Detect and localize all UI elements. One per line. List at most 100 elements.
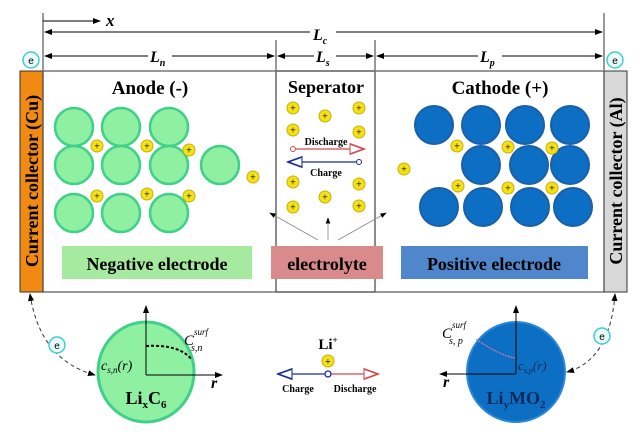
- plus-icon: +: [322, 193, 328, 204]
- al-collector: [603, 70, 628, 293]
- anode-particle-circle: [199, 144, 241, 186]
- li-ion-icon: [451, 179, 465, 193]
- plus-icon: +: [186, 146, 192, 157]
- cu-collector-label: Current collector (Cu): [22, 95, 43, 267]
- li-ion-icon: [286, 101, 300, 115]
- plus-icon: +: [454, 142, 460, 153]
- li-ion-icon: [286, 200, 300, 214]
- plus-icon: +: [290, 203, 296, 214]
- anode-particle-circle: [148, 144, 190, 186]
- discharge-legend-label: Discharge: [334, 384, 377, 395]
- svg-text:cs,n(r): cs,n(r): [101, 359, 133, 375]
- separator-title: Seperator: [288, 77, 364, 97]
- plus-icon: +: [290, 126, 296, 137]
- li-ion-icon: [501, 140, 515, 154]
- negative-electrode-label: Negative electrode: [86, 254, 227, 274]
- li-ion-icon: [140, 187, 154, 201]
- cathode-particle-circle: [510, 187, 550, 227]
- anode-particle-circle: [148, 192, 190, 234]
- anode-particle: r Csurf s,n cs,n(r) LixC6: [96, 305, 223, 424]
- plus-icon: +: [290, 104, 296, 115]
- anode-particle-circle: [100, 106, 142, 148]
- cathode-particle-circle: [505, 105, 545, 145]
- cathode-particle-circle: [550, 105, 590, 145]
- svg-text:cs,p(r): cs,p(r): [518, 358, 547, 375]
- electron-icon: e: [606, 51, 624, 69]
- svg-text:LixC6: LixC6: [125, 388, 167, 411]
- plus-icon: +: [250, 173, 256, 184]
- plus-icon: +: [144, 190, 150, 201]
- plus-icon: +: [505, 184, 511, 195]
- Lc-label: Lc: [312, 27, 328, 47]
- plus-icon: +: [455, 182, 461, 193]
- anode-particle-circle: [53, 192, 95, 234]
- anode-title: Anode (-): [112, 78, 189, 99]
- cathode-particle-circle: [419, 187, 459, 227]
- li-ion-icon: [318, 190, 332, 204]
- al-collector-label: Current collector (Al): [606, 97, 627, 264]
- plus-icon: +: [401, 165, 407, 176]
- plus-icon: +: [94, 142, 100, 153]
- li-ion-icon: [545, 181, 559, 195]
- dimension-lines: x Lc Ln Ls Lp: [42, 11, 605, 70]
- plus-icon: +: [549, 144, 555, 155]
- li-ion-icon: [397, 162, 411, 176]
- li-ion-icon: [286, 123, 300, 137]
- li-ion-icon: [450, 139, 464, 153]
- li-ion-icon: [545, 141, 559, 155]
- svg-text:+: +: [325, 357, 331, 368]
- ions: + + + + + + + + + + + + + + + + + + + + + + + +: [90, 101, 559, 214]
- x-label: x: [105, 11, 115, 30]
- li-ion-icon: [182, 143, 196, 157]
- cathode-particle-circle: [553, 187, 593, 227]
- li-ion-icon: [182, 189, 196, 203]
- plus-icon: +: [356, 202, 362, 213]
- plus-icon: +: [144, 142, 150, 153]
- cathode-particle-circle: [461, 105, 501, 145]
- electron-icon: e: [593, 327, 611, 345]
- anode-particle-circle: [53, 106, 95, 148]
- plus-icon: +: [356, 128, 362, 139]
- cathode-title: Cathode (+): [452, 78, 549, 99]
- li-ion-legend: Li+ + Charge Discharge: [278, 335, 378, 395]
- li-ion-icon: [90, 189, 104, 203]
- li-ion-icon: [352, 199, 366, 213]
- discharge-label: Discharge: [305, 137, 348, 148]
- li-ion-icon: [352, 177, 366, 191]
- li-ion-icon: [352, 125, 366, 139]
- electron-icon: e: [48, 336, 66, 354]
- Lp-label: Lp: [479, 49, 495, 69]
- cathode-particle-circle: [414, 105, 454, 145]
- plus-icon: +: [505, 143, 511, 154]
- li-ion-icon: [352, 101, 366, 115]
- separator-region: [275, 70, 376, 293]
- plus-icon: +: [356, 180, 362, 191]
- li-ion-icon: [318, 109, 332, 123]
- li-ion-icon: [501, 181, 515, 195]
- electron-path-left: [28, 293, 96, 377]
- anode-particle-circle: [100, 192, 142, 234]
- cathode-particle: r Csurf s, p cs,p(r) LiyMO2: [439, 305, 566, 423]
- Ls-label: Ls: [315, 49, 330, 69]
- plus-icon: +: [290, 178, 296, 189]
- svg-text:e: e: [599, 332, 605, 343]
- svg-text:r: r: [211, 375, 218, 392]
- charge-label: Charge: [310, 168, 342, 179]
- li-ion-icon: [286, 175, 300, 189]
- anode-particle-circle: [53, 144, 95, 186]
- cathode-particle-circle: [461, 145, 501, 185]
- li-ion-icon: [140, 139, 154, 153]
- plus-icon: +: [356, 104, 362, 115]
- plus-icon: +: [94, 192, 100, 203]
- svg-text:Li+: Li+: [318, 335, 337, 353]
- svg-text:e: e: [54, 341, 60, 352]
- electrolyte-label: electrolyte: [287, 254, 367, 274]
- positive-electrode-label: Positive electrode: [427, 254, 561, 274]
- electrolyte-pointers: [269, 212, 387, 241]
- plus-icon: +: [186, 192, 192, 203]
- particles: [53, 105, 593, 234]
- electron-icon: e: [22, 51, 40, 69]
